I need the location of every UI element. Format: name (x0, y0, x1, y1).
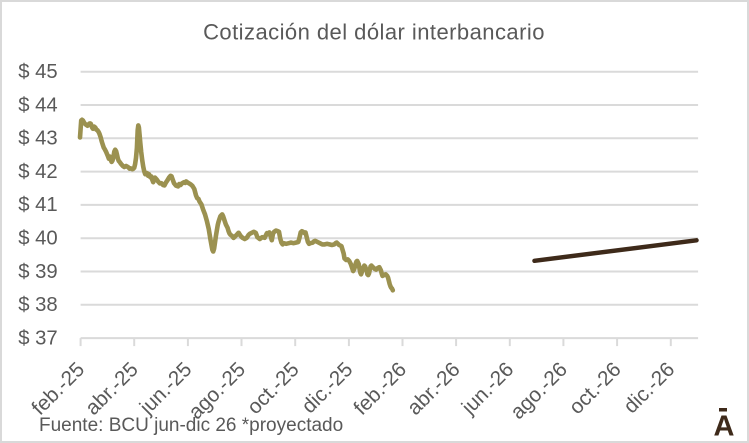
svg-text:Fuente: BCU jun-dic 26 *proyec: Fuente: BCU jun-dic 26 *proyectado (39, 415, 343, 436)
svg-text:$ 37: $ 37 (18, 327, 57, 349)
svg-text:$ 38: $ 38 (18, 294, 57, 316)
svg-text:$ 39: $ 39 (18, 261, 57, 283)
svg-text:$ 41: $ 41 (18, 194, 57, 216)
svg-text:$ 40: $ 40 (18, 228, 57, 250)
svg-text:$ 43: $ 43 (18, 128, 57, 150)
svg-text:$ 42: $ 42 (18, 161, 57, 183)
svg-text:$ 45: $ 45 (18, 61, 57, 83)
svg-text:Cotización del dólar interbanc: Cotización del dólar interbancario (203, 20, 545, 45)
svg-text:A: A (714, 410, 735, 442)
svg-text:$ 44: $ 44 (18, 94, 57, 116)
